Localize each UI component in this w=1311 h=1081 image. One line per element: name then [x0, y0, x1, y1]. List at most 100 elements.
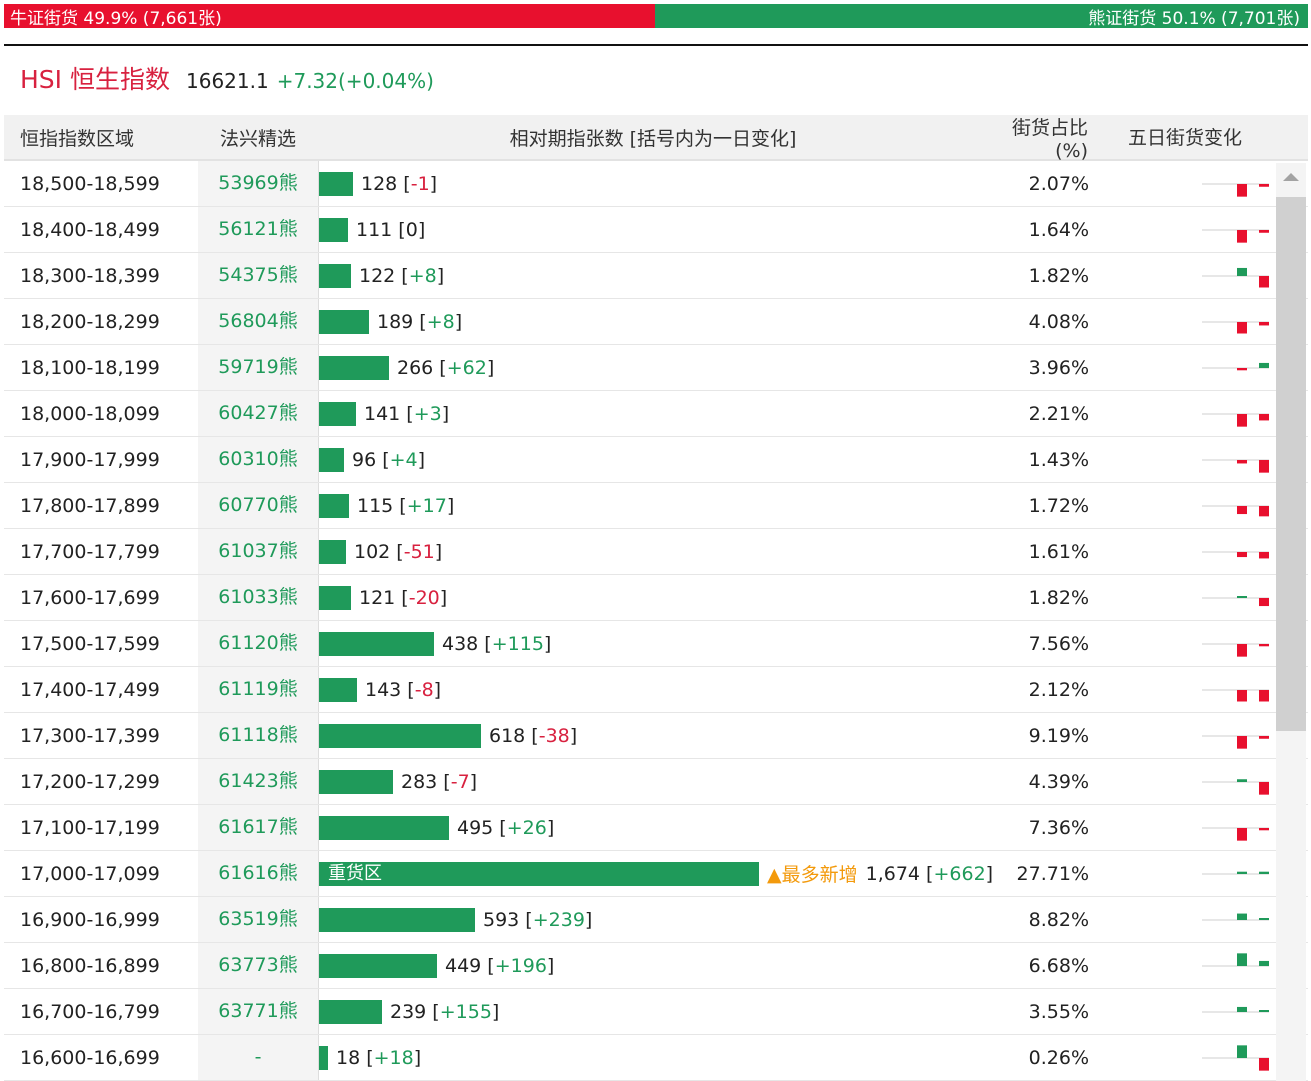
pick-link[interactable]: 63771熊 [198, 989, 318, 1034]
pick-link[interactable]: 54375熊 [198, 253, 318, 298]
five-day-sparkline [1089, 483, 1269, 528]
pick-link[interactable]: 56121熊 [198, 207, 318, 252]
range-cell: 16,800-16,899 [20, 954, 160, 977]
share-pct: 9.19% [1028, 724, 1089, 747]
range-cell: 17,200-17,299 [20, 770, 160, 793]
five-day-bar [1259, 414, 1269, 421]
header-bar: 相对期指张数 [括号内为一日变化] [318, 115, 988, 159]
share-pct: 2.12% [1028, 678, 1089, 701]
qty-change: +662 [933, 862, 986, 885]
five-day-bar [1259, 184, 1269, 187]
pick-link[interactable]: 60427熊 [198, 391, 318, 436]
pick-link[interactable]: 53969熊 [198, 161, 318, 206]
pick-link[interactable]: 60310熊 [198, 437, 318, 482]
scroll-thumb[interactable] [1276, 197, 1306, 731]
five-day-bar [1259, 460, 1269, 473]
table-row: 16,900-16,999 63519熊 593 [+239] 8.82% [4, 897, 1308, 943]
qty-bar-cell: 128 [-1] [318, 161, 989, 206]
five-day-chart [1202, 953, 1269, 967]
range-cell: 16,900-16,999 [20, 908, 160, 931]
qty-bar-cell: 111 [0] [318, 207, 989, 252]
pick-link[interactable]: 61423熊 [198, 759, 318, 804]
five-day-chart [1202, 229, 1269, 243]
qty-change: +17 [406, 494, 447, 517]
qty-label: 115 [+17] [357, 494, 455, 517]
qty-bar-cell: 189 [+8] [318, 299, 989, 344]
vertical-scrollbar[interactable] [1276, 163, 1306, 1081]
pick-link[interactable]: 56804熊 [198, 299, 318, 344]
qty-bar [319, 401, 356, 426]
share-pct: 2.07% [1028, 172, 1089, 195]
five-day-bar [1259, 1010, 1269, 1012]
pick-link[interactable]: 61037熊 [198, 529, 318, 574]
five-day-bar [1259, 362, 1269, 368]
pick-link[interactable]: 61617熊 [198, 805, 318, 850]
qty-bar-cell: 96 [+4] [318, 437, 989, 482]
qty-change: +239 [532, 908, 585, 931]
qty-change: -20 [408, 586, 440, 609]
share-pct: 8.82% [1028, 908, 1089, 931]
range-cell: 17,700-17,799 [20, 540, 160, 563]
qty-label: 141 [+3] [364, 402, 450, 425]
scroll-up-arrow-icon[interactable] [1283, 173, 1299, 181]
qty-bar [319, 907, 475, 932]
header-five-day: 五日街货变化 [1127, 127, 1242, 149]
share-pct: 1.72% [1028, 494, 1089, 517]
five-day-sparkline [1089, 621, 1269, 666]
table-row: 17,600-17,699 61033熊 121 [-20] 1.82% [4, 575, 1308, 621]
pick-link[interactable]: 61616熊 [198, 851, 318, 896]
range-cell: 17,500-17,599 [20, 632, 160, 655]
pick-link[interactable]: 61033熊 [198, 575, 318, 620]
share-pct: 7.56% [1028, 632, 1089, 655]
qty-bar: 重货区 [319, 861, 759, 886]
five-day-chart [1202, 913, 1269, 921]
table-row: 18,500-18,599 53969熊 128 [-1] 2.07% [4, 161, 1308, 207]
qty-bar [319, 999, 382, 1024]
qty-bar [319, 309, 369, 334]
qty-bar [319, 769, 393, 794]
five-day-sparkline [1089, 161, 1269, 206]
table-row: 18,400-18,499 56121熊 111 [0] 1.64% [4, 207, 1308, 253]
five-day-bar [1237, 1045, 1247, 1058]
index-name[interactable]: HSI 恒生指数 [20, 65, 170, 94]
five-day-bar [1259, 736, 1269, 739]
five-day-chart [1202, 1006, 1269, 1013]
qty-change: -7 [450, 770, 470, 793]
five-day-bar [1259, 598, 1269, 607]
pick-link[interactable]: 61119熊 [198, 667, 318, 712]
qty-bar [319, 585, 351, 610]
five-day-bar [1237, 267, 1247, 276]
table-body: 18,500-18,599 53969熊 128 [-1] 2.07% 18,400-1… [4, 161, 1308, 1081]
share-pct: 3.55% [1028, 1000, 1089, 1023]
bear-share-label: 熊证街货 50.1% (7,701张) [1088, 8, 1300, 29]
qty-change: +8 [426, 310, 455, 333]
five-day-bar [1237, 506, 1247, 515]
qty-bar [319, 723, 481, 748]
qty-change: +26 [506, 816, 547, 839]
five-day-sparkline [1089, 897, 1269, 942]
qty-bar [319, 953, 437, 978]
five-day-chart [1202, 689, 1269, 702]
qty-change: +115 [491, 632, 544, 655]
pick-link[interactable]: 63773熊 [198, 943, 318, 988]
qty-change: +3 [413, 402, 442, 425]
qty-bar [319, 631, 434, 656]
five-day-sparkline [1089, 437, 1269, 482]
pick-link[interactable]: 61118熊 [198, 713, 318, 758]
five-day-bar [1237, 1006, 1247, 1012]
qty-bar [319, 217, 348, 242]
qty-label: 283 [-7] [401, 770, 478, 793]
range-cell: 17,600-17,699 [20, 586, 160, 609]
share-pct: 7.36% [1028, 816, 1089, 839]
range-cell: 17,100-17,199 [20, 816, 160, 839]
range-cell: 18,100-18,199 [20, 356, 160, 379]
five-day-sparkline [1089, 207, 1269, 252]
five-day-bar [1237, 736, 1247, 749]
pick-link[interactable]: 60770熊 [198, 483, 318, 528]
pick-link[interactable]: 61120熊 [198, 621, 318, 666]
share-pct: 1.82% [1028, 586, 1089, 609]
pick-link[interactable]: 63519熊 [198, 897, 318, 942]
five-day-bar [1237, 552, 1247, 558]
five-day-bar [1259, 918, 1269, 920]
pick-link[interactable]: 59719熊 [198, 345, 318, 390]
